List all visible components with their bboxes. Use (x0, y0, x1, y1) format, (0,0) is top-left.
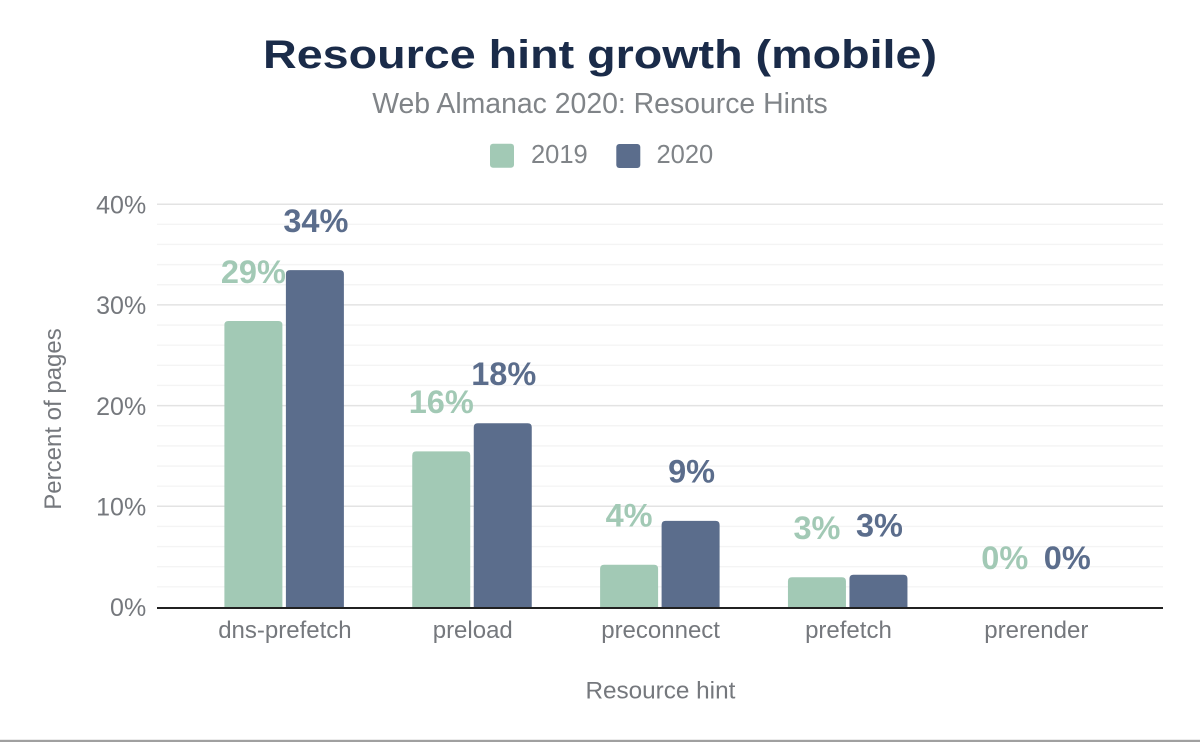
svg-text:3%: 3% (793, 510, 840, 546)
svg-text:Resource hint: Resource hint (585, 678, 735, 705)
svg-text:16%: 16% (409, 384, 474, 420)
svg-text:40%: 40% (96, 191, 146, 219)
svg-text:Web Almanac 2020: Resource Hin: Web Almanac 2020: Resource Hints (372, 88, 828, 120)
svg-text:0%: 0% (1044, 540, 1091, 576)
svg-text:Resource hint growth (mobile): Resource hint growth (mobile) (263, 33, 937, 77)
svg-text:3%: 3% (856, 508, 903, 544)
svg-text:18%: 18% (471, 356, 536, 392)
svg-text:20%: 20% (96, 393, 146, 421)
svg-text:10%: 10% (96, 494, 146, 522)
svg-text:29%: 29% (221, 254, 286, 290)
svg-text:4%: 4% (606, 498, 653, 534)
svg-text:2019: 2019 (531, 141, 588, 169)
svg-text:dns-prefetch: dns-prefetch (218, 617, 351, 644)
svg-text:2020: 2020 (657, 141, 714, 169)
svg-text:preconnect: preconnect (601, 617, 720, 644)
svg-text:30%: 30% (96, 292, 146, 320)
svg-text:prefetch: prefetch (805, 617, 892, 644)
svg-text:0%: 0% (110, 594, 146, 622)
svg-text:9%: 9% (668, 454, 715, 490)
svg-text:Percent of pages: Percent of pages (40, 328, 67, 509)
svg-text:prerender: prerender (984, 617, 1088, 644)
svg-text:34%: 34% (283, 203, 348, 239)
svg-text:preload: preload (433, 617, 513, 644)
svg-text:0%: 0% (981, 540, 1028, 576)
